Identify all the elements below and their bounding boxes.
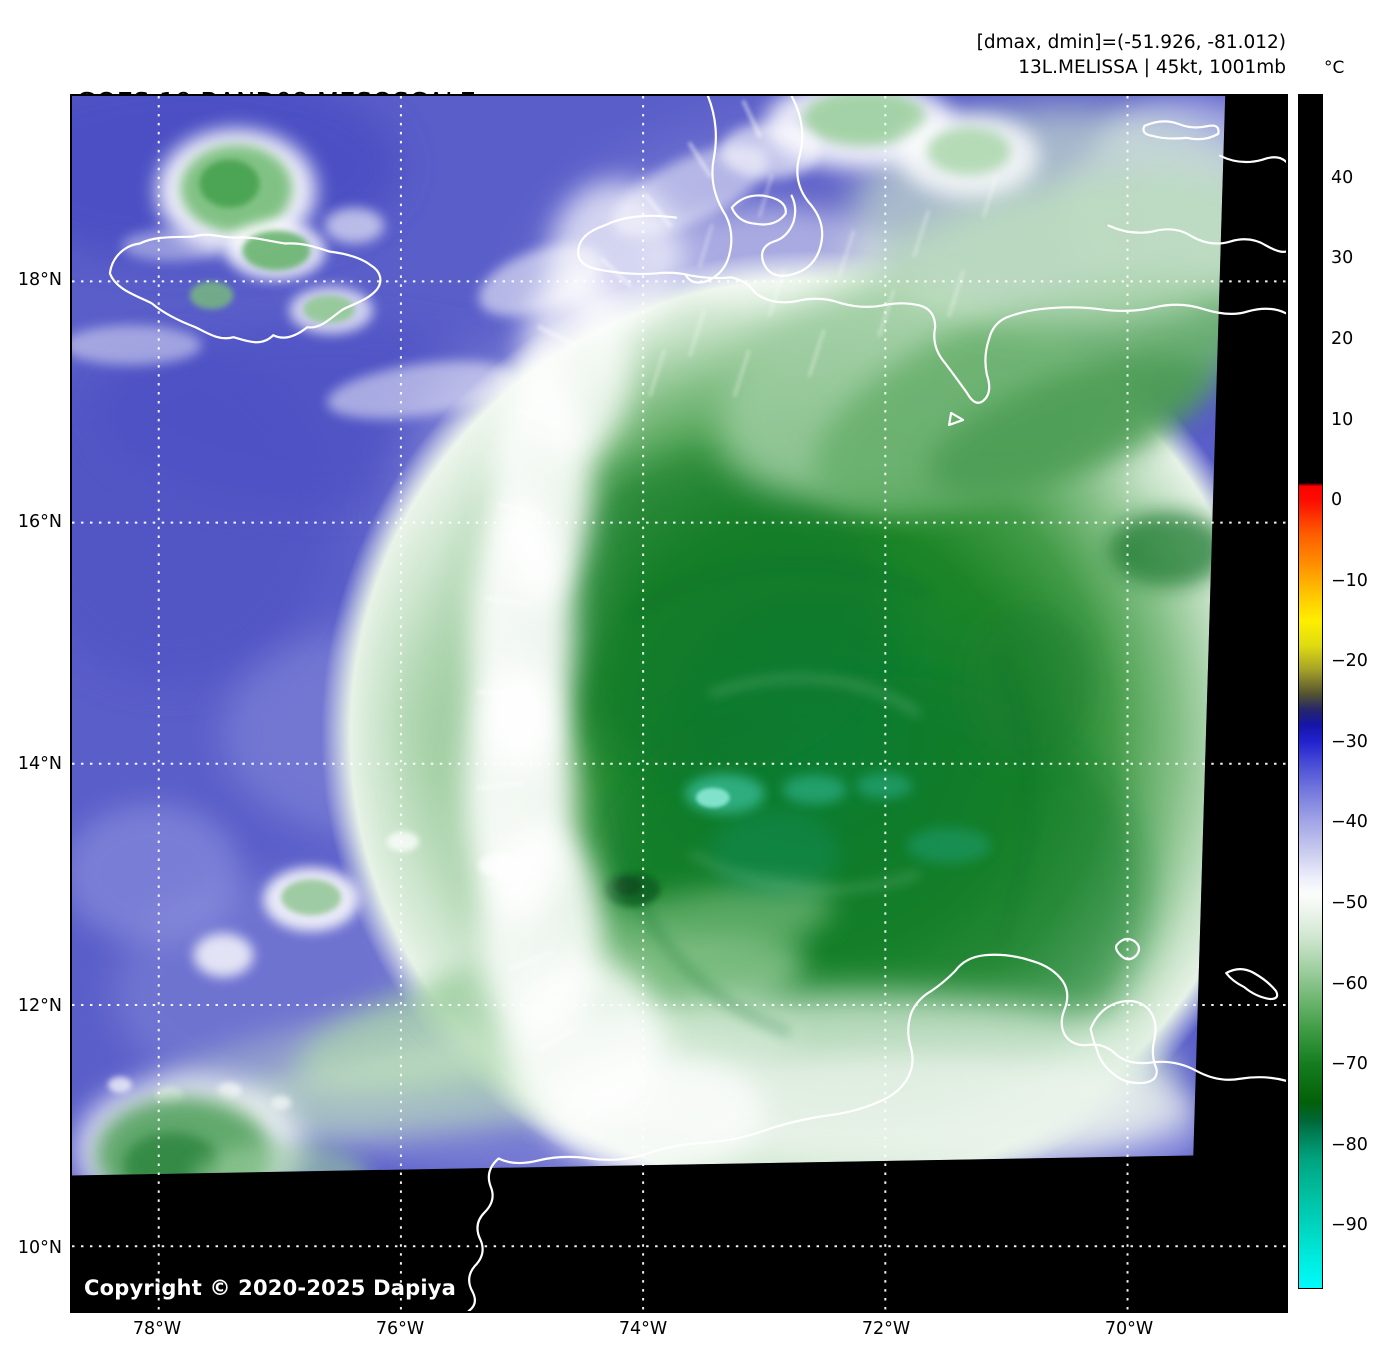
data-field bbox=[72, 96, 1226, 1176]
colorbar-tick-label: −70 bbox=[1331, 1054, 1368, 1075]
coastline-gonave-island bbox=[730, 194, 787, 226]
coastline-hispaniola-south bbox=[577, 214, 1286, 404]
lon-tick-label: 78°W bbox=[132, 1319, 182, 1339]
scattered-clouds bbox=[72, 96, 1039, 1176]
colorbar-tick-label: −20 bbox=[1331, 651, 1368, 672]
copyright-text: Copyright © 2020-2025 Dapiya bbox=[84, 1276, 456, 1300]
colorbar-tick-label: −50 bbox=[1331, 893, 1368, 914]
storm-info-block: [dmax, dmin]=(-51.926, -81.012) 13L.MELI… bbox=[977, 30, 1286, 80]
cold-cloud-top-spots bbox=[604, 772, 991, 907]
colorbar-tick-label: −30 bbox=[1331, 731, 1368, 752]
coastline-island-southeast bbox=[1225, 968, 1279, 1001]
lat-tick-label: 14°N bbox=[17, 754, 62, 774]
colorbar-tick-label: 10 bbox=[1331, 409, 1354, 430]
lat-tick-label: 16°N bbox=[17, 512, 62, 532]
coastline-gulf-of-venezuela bbox=[1089, 999, 1158, 1085]
lon-tick-label: 72°W bbox=[861, 1319, 911, 1339]
satellite-image bbox=[72, 96, 1286, 1311]
coastline-cuba-northeast bbox=[1219, 154, 1286, 164]
colorbar-tick-label: 20 bbox=[1331, 328, 1354, 349]
colorbar-tick-label: −90 bbox=[1331, 1215, 1368, 1236]
lat-tick-label: 18°N bbox=[17, 270, 62, 290]
satellite-map: Copyright © 2020-2025 Dapiya bbox=[70, 94, 1288, 1313]
colorbar-tick-label: −80 bbox=[1331, 1134, 1368, 1155]
colorbar-unit-label: °C bbox=[1324, 58, 1345, 78]
coastline-cuba-south bbox=[684, 96, 733, 284]
coastline-south-america bbox=[467, 953, 1286, 1311]
lon-tick-label: 76°W bbox=[375, 1319, 425, 1339]
storm-id-text: 13L.MELISSA | 45kt, 1001mb bbox=[1018, 57, 1286, 78]
colorbar-tick-label: 40 bbox=[1331, 167, 1354, 188]
dmax-dmin-text: [dmax, dmin]=(-51.926, -81.012) bbox=[976, 32, 1286, 53]
lon-tick-label: 74°W bbox=[618, 1319, 668, 1339]
coastline-small-island-north bbox=[1114, 937, 1141, 961]
coastline-hispaniola-north bbox=[1107, 224, 1286, 253]
lat-tick-label: 12°N bbox=[17, 996, 62, 1016]
lon-tick-label: 70°W bbox=[1104, 1319, 1154, 1339]
colorbar-tick-label: 0 bbox=[1331, 490, 1343, 511]
colorbar-tick-label: −60 bbox=[1331, 973, 1368, 994]
colorbar-tick-label: −40 bbox=[1331, 812, 1368, 833]
coastline-beata-island bbox=[948, 411, 965, 427]
colorbar bbox=[1298, 94, 1323, 1289]
no-data-black-region bbox=[72, 96, 1286, 1311]
coastline-jamaica bbox=[108, 233, 382, 344]
coastline-tortuga-island bbox=[1142, 120, 1220, 141]
colorbar-tick-label: −10 bbox=[1331, 570, 1368, 591]
colorbar-tick-label: 30 bbox=[1331, 248, 1354, 269]
lat-tick-label: 10°N bbox=[17, 1238, 62, 1258]
coastline-cuba-bay bbox=[761, 96, 824, 277]
coastlines bbox=[108, 96, 1286, 1311]
